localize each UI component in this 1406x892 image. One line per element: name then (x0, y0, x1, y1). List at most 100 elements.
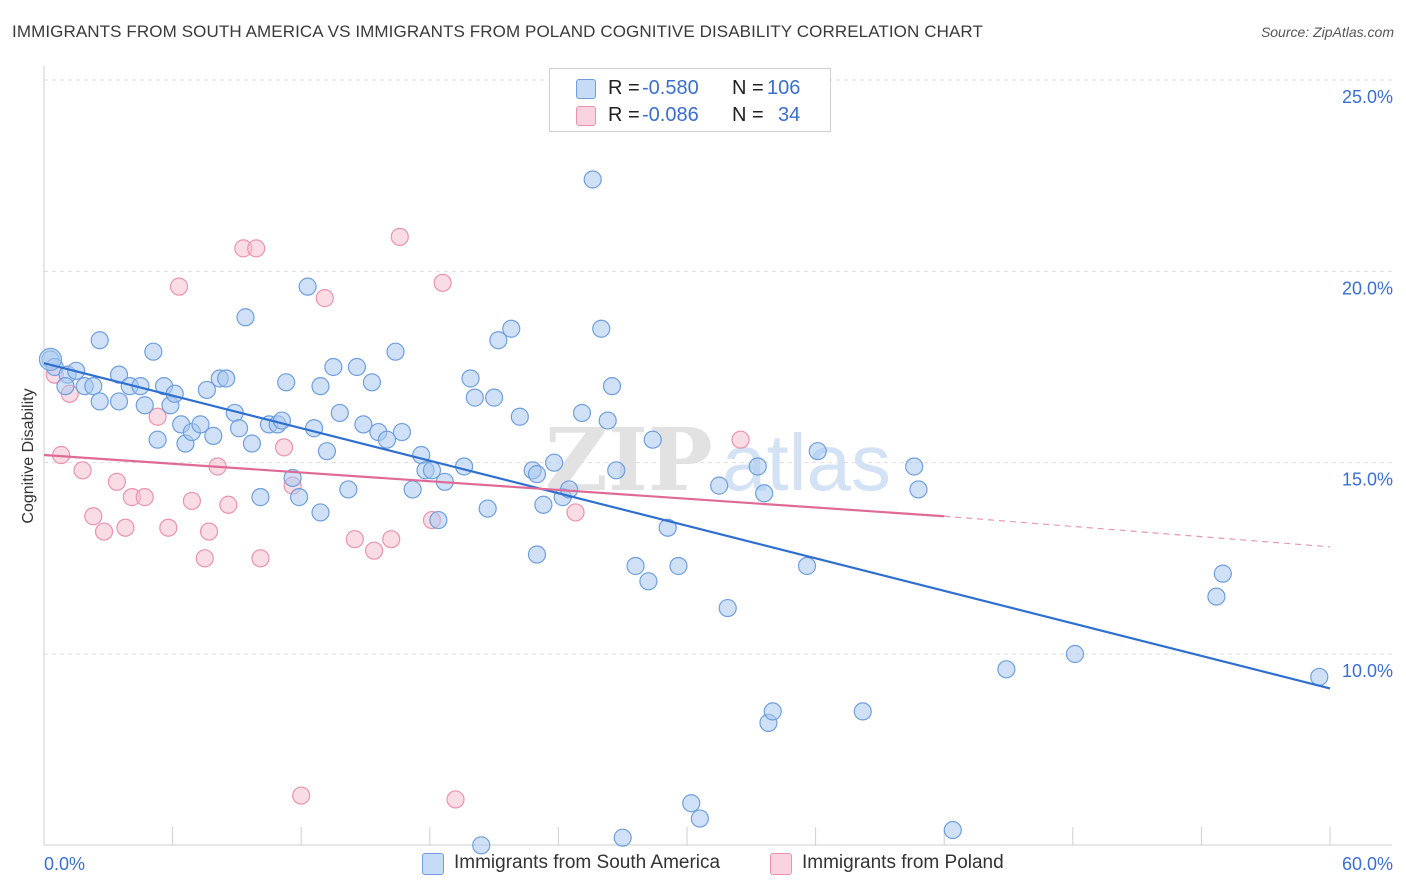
legend-n-label: N = (732, 77, 764, 99)
y-tick-label: 25.0% (1342, 87, 1393, 107)
axes (43, 66, 1392, 846)
south-america-point (272, 411, 292, 430)
y-tick-label: 10.0% (1342, 661, 1393, 681)
poland-point (345, 530, 364, 549)
south-america-point (1065, 644, 1085, 664)
poland-point (315, 289, 334, 308)
poland-point (566, 503, 585, 522)
south-america-point (643, 430, 662, 449)
south-america-point (377, 430, 397, 449)
poland-point (94, 522, 114, 541)
south-america-point (429, 510, 448, 530)
chart-title: IMMIGRANTS FROM SOUTH AMERICA VS IMMIGRA… (12, 22, 983, 41)
south-america-point (485, 388, 504, 407)
south-america-point (527, 545, 547, 564)
south-america-point (613, 828, 632, 847)
bottom-legend-swatch-pink (770, 853, 792, 875)
south-america-point (510, 407, 529, 426)
south-america-point (583, 170, 602, 189)
south-america-point (669, 556, 688, 576)
poland-point (199, 522, 219, 541)
south-america-point (545, 453, 564, 472)
watermark: ZIP atlas (545, 410, 891, 511)
south-america-point (572, 403, 592, 423)
south-america-point (217, 369, 236, 388)
poland-trendline-extension (944, 515, 1331, 548)
south-america-point (489, 331, 508, 350)
south-america-point (943, 820, 962, 840)
south-america-point (592, 319, 611, 338)
south-america-point (277, 373, 296, 392)
south-america-point (251, 488, 270, 507)
south-america-point (362, 373, 382, 392)
south-america-point (311, 377, 330, 396)
south-america-point (144, 342, 163, 361)
poland-point (169, 277, 189, 296)
legend-r-value: -0.580 (642, 77, 699, 99)
south-america-points (38, 170, 1329, 855)
south-america-point (304, 419, 324, 438)
south-america-point (392, 422, 412, 442)
south-america-point (330, 403, 349, 423)
poland-point (73, 461, 92, 480)
south-america-point (710, 476, 729, 495)
legend-r-value: -0.086 (642, 104, 699, 126)
south-america-point (1213, 564, 1232, 583)
south-america-point (38, 347, 63, 371)
x-tick-label: 60.0% (1342, 854, 1393, 874)
watermark-atlas: atlas (722, 418, 891, 507)
south-america-point (56, 377, 75, 396)
correlation-legend: R = -0.580 N = 106 R = -0.086 N = 34 (549, 68, 831, 132)
south-america-point (1207, 587, 1226, 606)
south-america-point (748, 457, 767, 476)
south-america-point (763, 702, 782, 721)
south-america-point (109, 392, 129, 411)
south-america-point (148, 430, 167, 449)
legend-n-value: 34 (778, 104, 801, 126)
south-america-point (324, 357, 343, 377)
legend-n-label: N = (732, 104, 764, 126)
x-tick-label: 0.0% (44, 854, 85, 874)
legend-r-label: R = (608, 104, 640, 126)
south-america-point (465, 388, 484, 407)
south-america-point (909, 480, 928, 499)
source-label: Source: ZipAtlas.com (1260, 24, 1394, 40)
poland-point (116, 518, 135, 537)
south-america-point (853, 702, 872, 721)
south-america-point (472, 836, 491, 855)
south-america-point (454, 457, 474, 476)
south-america-point (602, 377, 622, 396)
y-axis-label: Cognitive Disability (20, 388, 37, 523)
poland-point (390, 227, 409, 246)
south-america-point (755, 484, 774, 503)
south-america-point (626, 556, 645, 576)
south-america-point (639, 572, 658, 591)
trend-lines (43, 362, 1331, 690)
south-america-point (386, 342, 405, 361)
south-america-point (461, 369, 480, 388)
south-america-point (90, 392, 109, 411)
south-america-point (347, 357, 367, 377)
poland-point (364, 541, 384, 560)
south-america-point (242, 434, 262, 453)
south-america-point (298, 277, 317, 296)
south-america-point (808, 442, 827, 461)
south-america-point (905, 457, 924, 476)
south-america-point (339, 480, 358, 499)
south-america-point (289, 488, 309, 507)
south-america-point (478, 499, 497, 518)
poland-point (274, 438, 294, 457)
legend-r-label: R = (608, 77, 640, 99)
south-america-point (682, 794, 701, 813)
south-america-trendline (43, 362, 1331, 690)
poland-point (433, 273, 452, 292)
legend-swatch-pink (576, 106, 596, 126)
bottom-legend-swatch-blue (422, 853, 444, 875)
poland-point (292, 786, 311, 805)
poland-point (382, 530, 401, 549)
south-america-point (197, 380, 216, 400)
south-america-point (84, 377, 103, 396)
south-america-point (354, 415, 373, 434)
south-america-point (527, 465, 547, 484)
